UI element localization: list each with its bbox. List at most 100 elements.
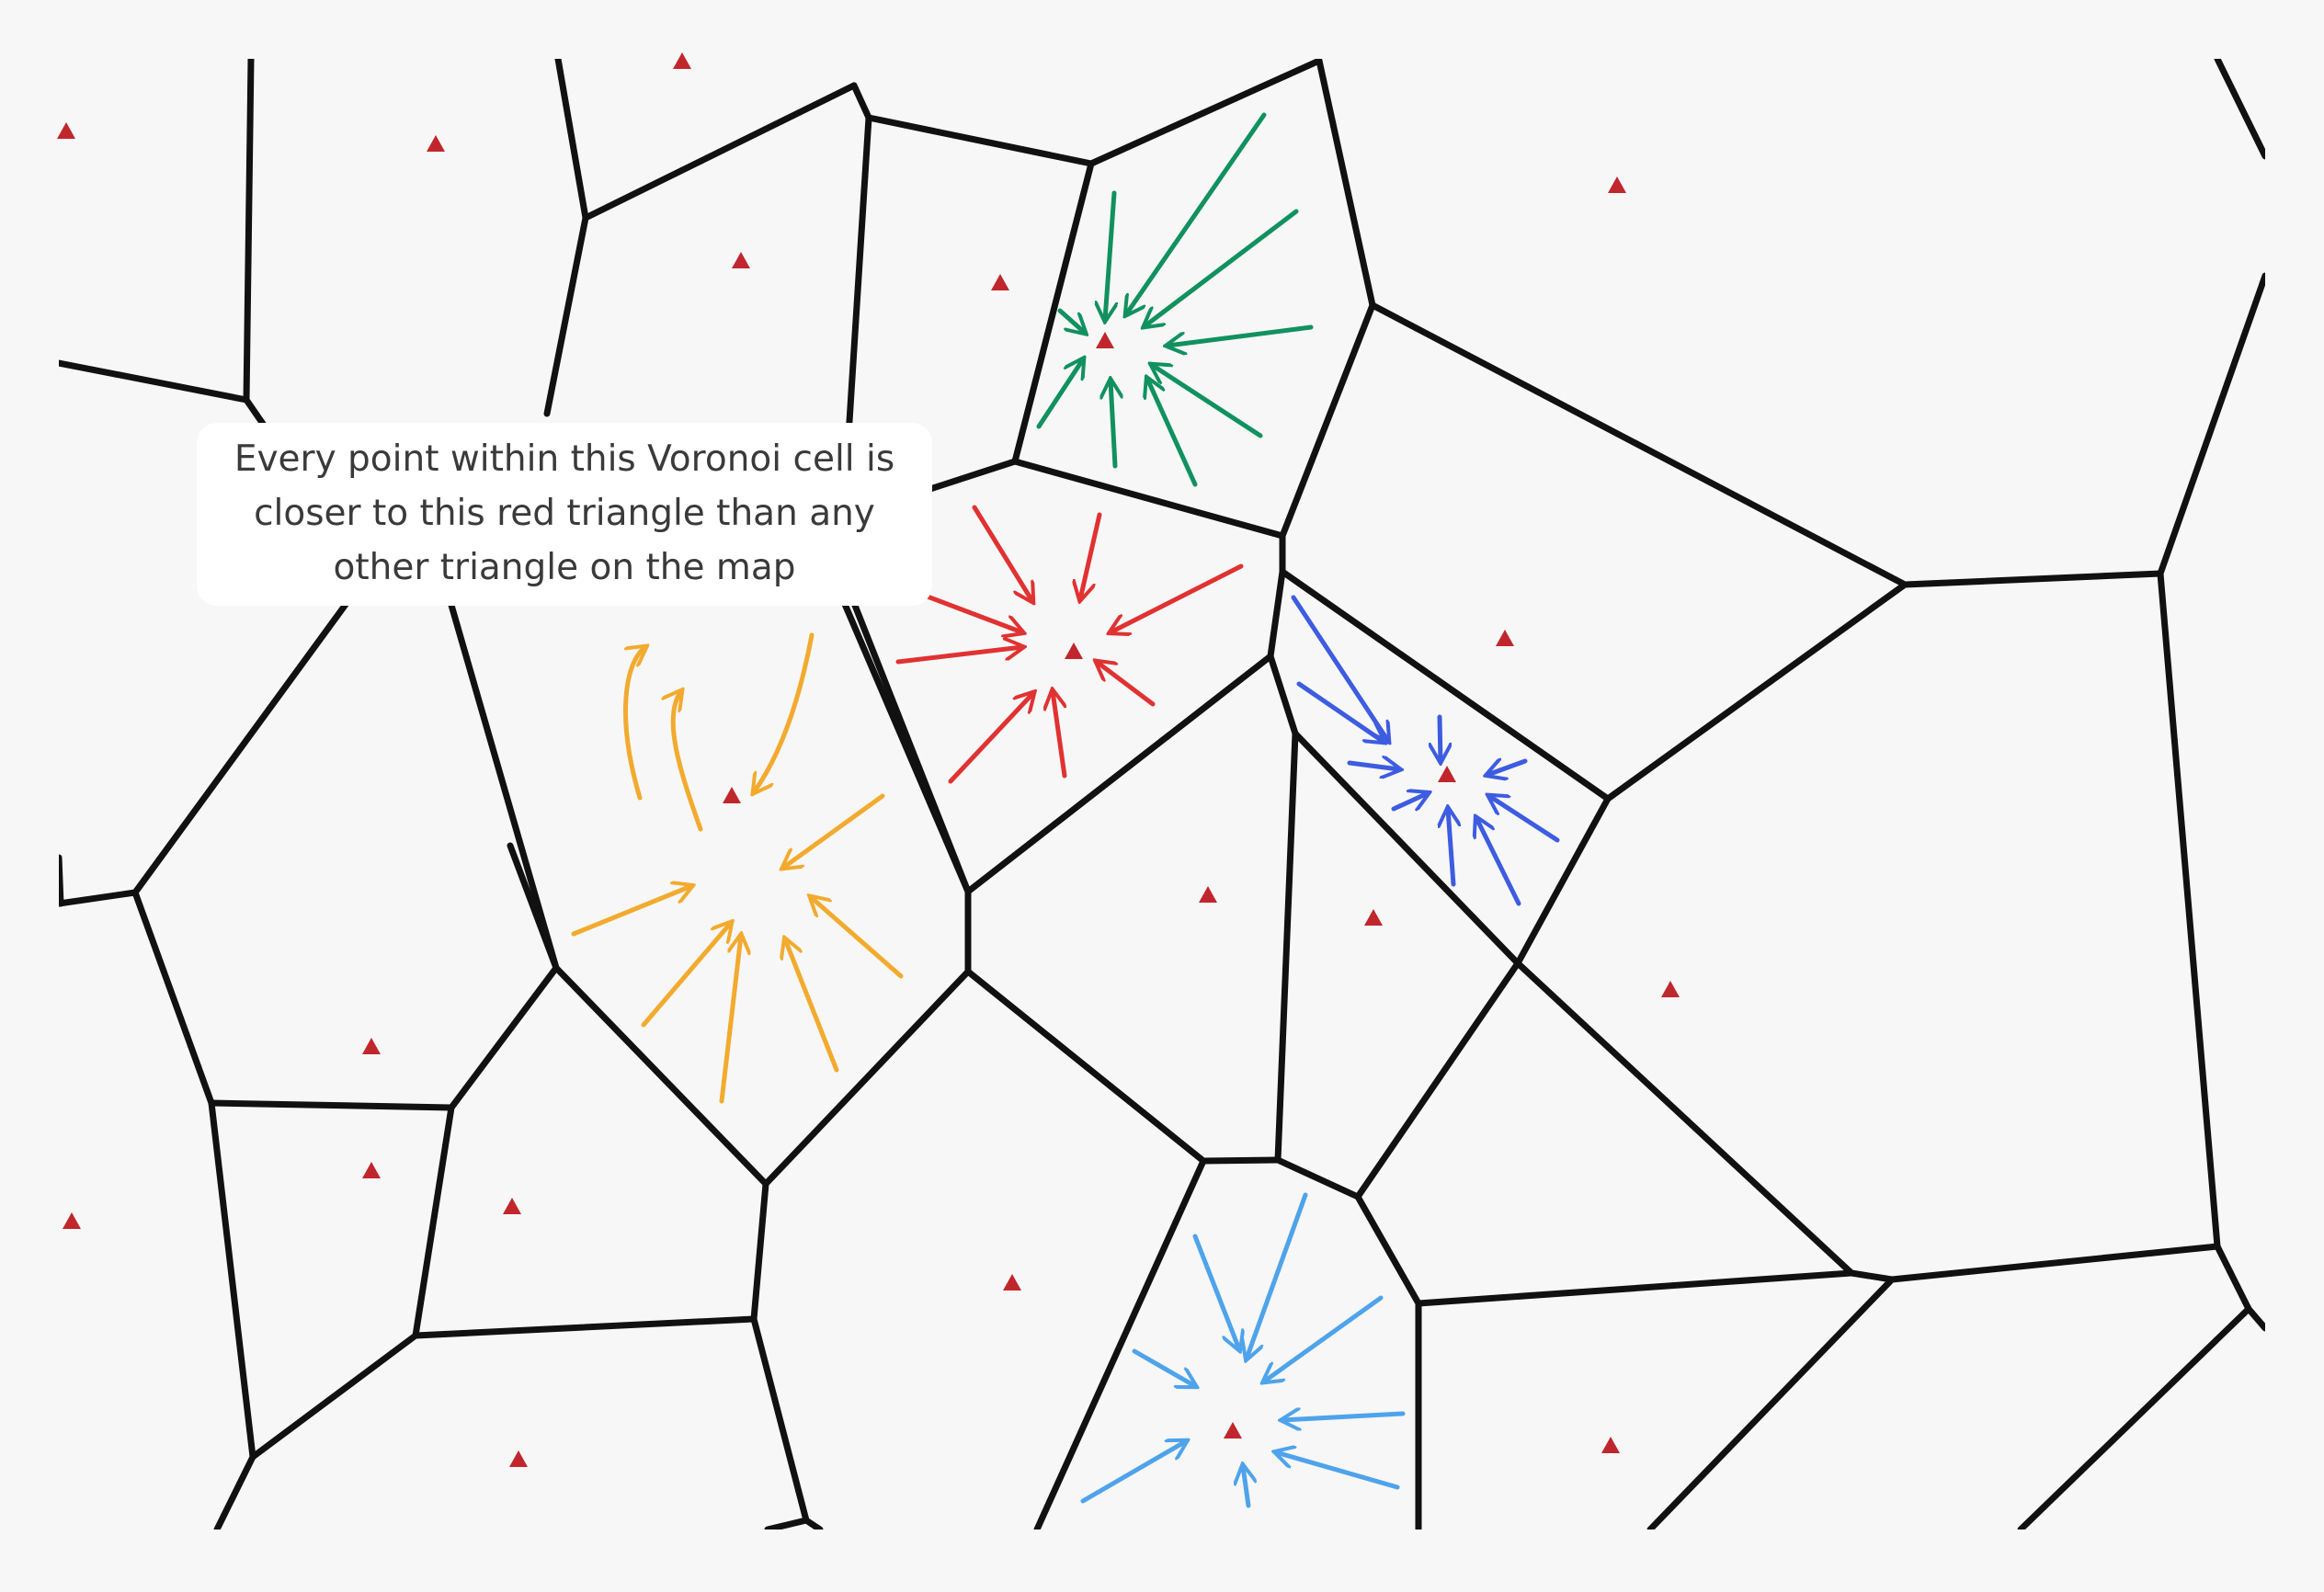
arrow-icon [1391, 793, 1428, 809]
voronoi-edge [764, 1517, 810, 1529]
voronoi-edge [964, 968, 1207, 1165]
voronoi-edge [543, 214, 589, 417]
arrows-blue [1291, 595, 1560, 906]
arrow-icon [811, 897, 904, 979]
arrow-icon [1080, 512, 1102, 599]
arrow-icon [1111, 563, 1244, 632]
arrow-icon [783, 793, 885, 868]
voronoi-edge [762, 968, 972, 1188]
arrow-icon [1489, 796, 1560, 843]
voronoi-edge [553, 964, 769, 1188]
arrow-icon [719, 936, 741, 1104]
arrow-icon [1168, 324, 1314, 346]
voronoi-edge [1888, 1243, 2221, 1283]
voronoi-edge [750, 1180, 769, 1323]
voronoi-edge [1604, 581, 1908, 802]
voronoi-edge [213, 1453, 256, 1529]
voronoi-edge [1011, 458, 1286, 540]
arrow-icon [1276, 1452, 1400, 1490]
cell-description-callout: Every point within this Voronoi cell is … [197, 423, 932, 606]
voronoi-edge [1033, 1157, 1207, 1529]
voronoi-edge [131, 889, 215, 1107]
arrow-icon [1243, 1466, 1248, 1508]
voronoi-edge [1279, 568, 1612, 802]
arrow-icon [1097, 662, 1156, 707]
red-triangle-marker [427, 135, 445, 152]
red-triangle-marker [991, 274, 1009, 290]
red-triangle-marker [1601, 1437, 1620, 1453]
arrow-icon [1057, 308, 1085, 333]
arrow-icon [1282, 1414, 1406, 1420]
arrow-icon [1145, 209, 1299, 326]
red-triangle-marker [1224, 1422, 1242, 1438]
red-triangle-marker [673, 52, 691, 69]
voronoi-edge [59, 854, 64, 907]
arrow-icon [1264, 1295, 1384, 1382]
red-triangle-marker [1003, 1274, 1021, 1291]
arrows-lightblue [1080, 1192, 1406, 1508]
voronoi-edge [59, 359, 250, 404]
arrow-icon [1347, 763, 1399, 769]
voronoi-edge [1292, 730, 1521, 967]
arrow-icon [623, 647, 645, 801]
arrow-icon [972, 505, 1032, 601]
arrow-groups [571, 112, 1560, 1508]
arrow-icon [1132, 1348, 1195, 1386]
voronoi-edge [2214, 1243, 2252, 1313]
red-triangle-marker [732, 252, 750, 268]
voronoi-edge [412, 1104, 455, 1339]
red-triangle-marker [57, 122, 75, 139]
arrow-icon [1152, 365, 1263, 438]
voronoi-edge [1901, 570, 2164, 588]
arrow-icon [1192, 1234, 1239, 1349]
arrows-orange [571, 632, 904, 1104]
arrows-green [1036, 112, 1314, 487]
voronoi-edge [1274, 1156, 1361, 1200]
red-triangle-marker [63, 1212, 81, 1229]
voronoi-edge [131, 582, 363, 896]
red-triangle-marker [1199, 886, 1217, 903]
voronoi-edge [1200, 1156, 1282, 1165]
red-triangle-marker [1065, 642, 1083, 659]
arrow-icon [1487, 761, 1528, 775]
voronoi-edge [1267, 568, 1286, 660]
voronoi-edge [824, 560, 972, 895]
red-triangle-marker [1661, 981, 1680, 997]
arrow-icon [1126, 112, 1267, 314]
voronoi-edge [2214, 59, 2265, 160]
voronoi-edge [208, 1099, 256, 1461]
voronoi-edge [865, 114, 1095, 167]
voronoi-edge [445, 592, 560, 972]
voronoi-edge [412, 1315, 758, 1339]
red-triangle-marker [509, 1450, 528, 1467]
voronoi-edge [1514, 795, 1612, 967]
voronoi-edge [448, 964, 560, 1111]
red-triangle-marker [1096, 332, 1114, 348]
arrow-icon [1448, 809, 1453, 887]
arrow-icon [571, 886, 691, 937]
voronoi-edge [2157, 570, 2221, 1250]
voronoi-edge [1415, 1269, 1855, 1307]
voronoi-edge [2017, 1305, 2252, 1529]
arrow-icon [1440, 714, 1441, 761]
voronoi-edge [1354, 960, 1521, 1200]
cell-description-text: Every point within this Voronoi cell is … [234, 438, 895, 588]
voronoi-edge [554, 59, 589, 222]
arrow-icon [1147, 379, 1198, 487]
voronoi-edge [1514, 960, 1855, 1277]
voronoi-edge [507, 842, 560, 972]
voronoi-edge [243, 59, 255, 404]
voronoi-edge [2157, 272, 2265, 577]
voronoi-edge [850, 82, 872, 121]
red-triangle-marker [362, 1038, 381, 1054]
red-triangle-marker [362, 1162, 381, 1178]
arrow-icon [641, 923, 731, 1028]
red-triangle-marker [1364, 909, 1383, 926]
voronoi-edge [1274, 730, 1299, 1164]
map-background [59, 59, 2265, 1529]
arrow-icon [948, 693, 1033, 784]
voronoi-edge [2245, 1305, 2265, 1332]
site-markers [57, 52, 1680, 1467]
